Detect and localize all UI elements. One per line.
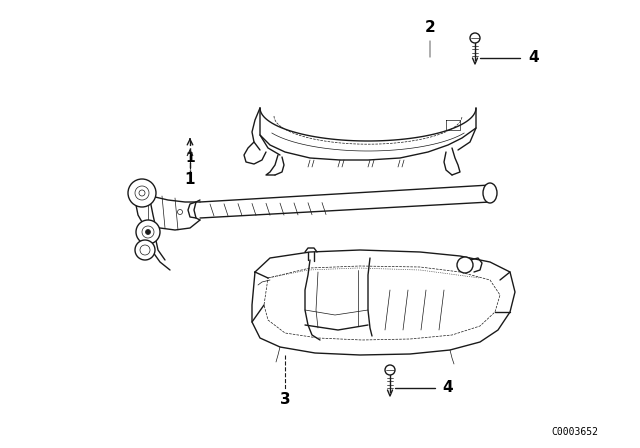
Text: 4: 4 (442, 380, 452, 396)
Circle shape (135, 240, 155, 260)
Text: 1: 1 (185, 151, 195, 165)
Circle shape (128, 179, 156, 207)
Circle shape (457, 257, 473, 273)
Circle shape (145, 229, 150, 234)
Circle shape (136, 220, 160, 244)
Text: 3: 3 (280, 392, 291, 408)
Text: C0003652: C0003652 (551, 427, 598, 437)
Text: 2: 2 (424, 21, 435, 35)
Ellipse shape (483, 183, 497, 203)
Text: 1: 1 (185, 172, 195, 188)
Text: 4: 4 (528, 51, 539, 65)
